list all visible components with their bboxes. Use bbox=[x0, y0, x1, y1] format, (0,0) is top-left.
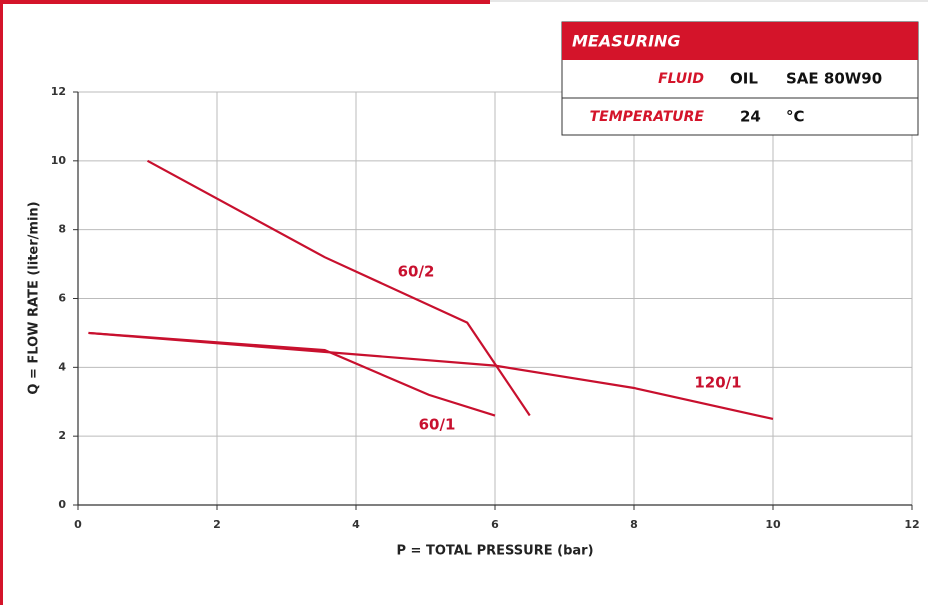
y-tick-label: 6 bbox=[58, 292, 66, 305]
series-label: 120/1 bbox=[694, 374, 741, 392]
y-tick-label: 8 bbox=[58, 223, 66, 236]
series-line bbox=[88, 331, 496, 417]
x-tick-label: 8 bbox=[630, 518, 638, 531]
series-label: 60/1 bbox=[419, 416, 456, 434]
box-header bbox=[562, 22, 918, 60]
y-tick-label: 0 bbox=[58, 498, 66, 511]
x-tick-label: 4 bbox=[352, 518, 360, 531]
box-key: TEMPERATURE bbox=[590, 109, 705, 125]
y-tick-label: 4 bbox=[58, 360, 66, 373]
x-axis-label: P = TOTAL PRESSURE (bar) bbox=[396, 544, 593, 559]
y-tick-label: 12 bbox=[51, 85, 66, 98]
x-tick-label: 6 bbox=[491, 518, 499, 531]
series-line bbox=[88, 331, 774, 421]
y-tick-label: 2 bbox=[58, 429, 66, 442]
x-tick-label: 12 bbox=[904, 518, 919, 531]
box-key: FLUID bbox=[658, 71, 704, 87]
y-tick-label: 10 bbox=[51, 154, 67, 167]
top-border bbox=[0, 0, 490, 4]
box-value: 24 bbox=[740, 108, 761, 126]
box-title: MEASURING bbox=[572, 32, 681, 51]
box-value: OIL bbox=[730, 70, 758, 88]
box-value: SAE 80W90 bbox=[786, 70, 882, 88]
series-line bbox=[146, 159, 531, 417]
series-label: 60/2 bbox=[398, 263, 435, 281]
x-tick-label: 10 bbox=[765, 518, 781, 531]
left-border bbox=[0, 0, 3, 605]
x-tick-label: 2 bbox=[213, 518, 221, 531]
box-value: °C bbox=[786, 108, 805, 126]
y-axis-label: Q = FLOW RATE (liter/min) bbox=[27, 201, 42, 394]
measuring-box: MEASURING FLUID OIL SAE 80W90 TEMPERATUR… bbox=[561, 21, 919, 136]
x-tick-label: 0 bbox=[74, 518, 82, 531]
